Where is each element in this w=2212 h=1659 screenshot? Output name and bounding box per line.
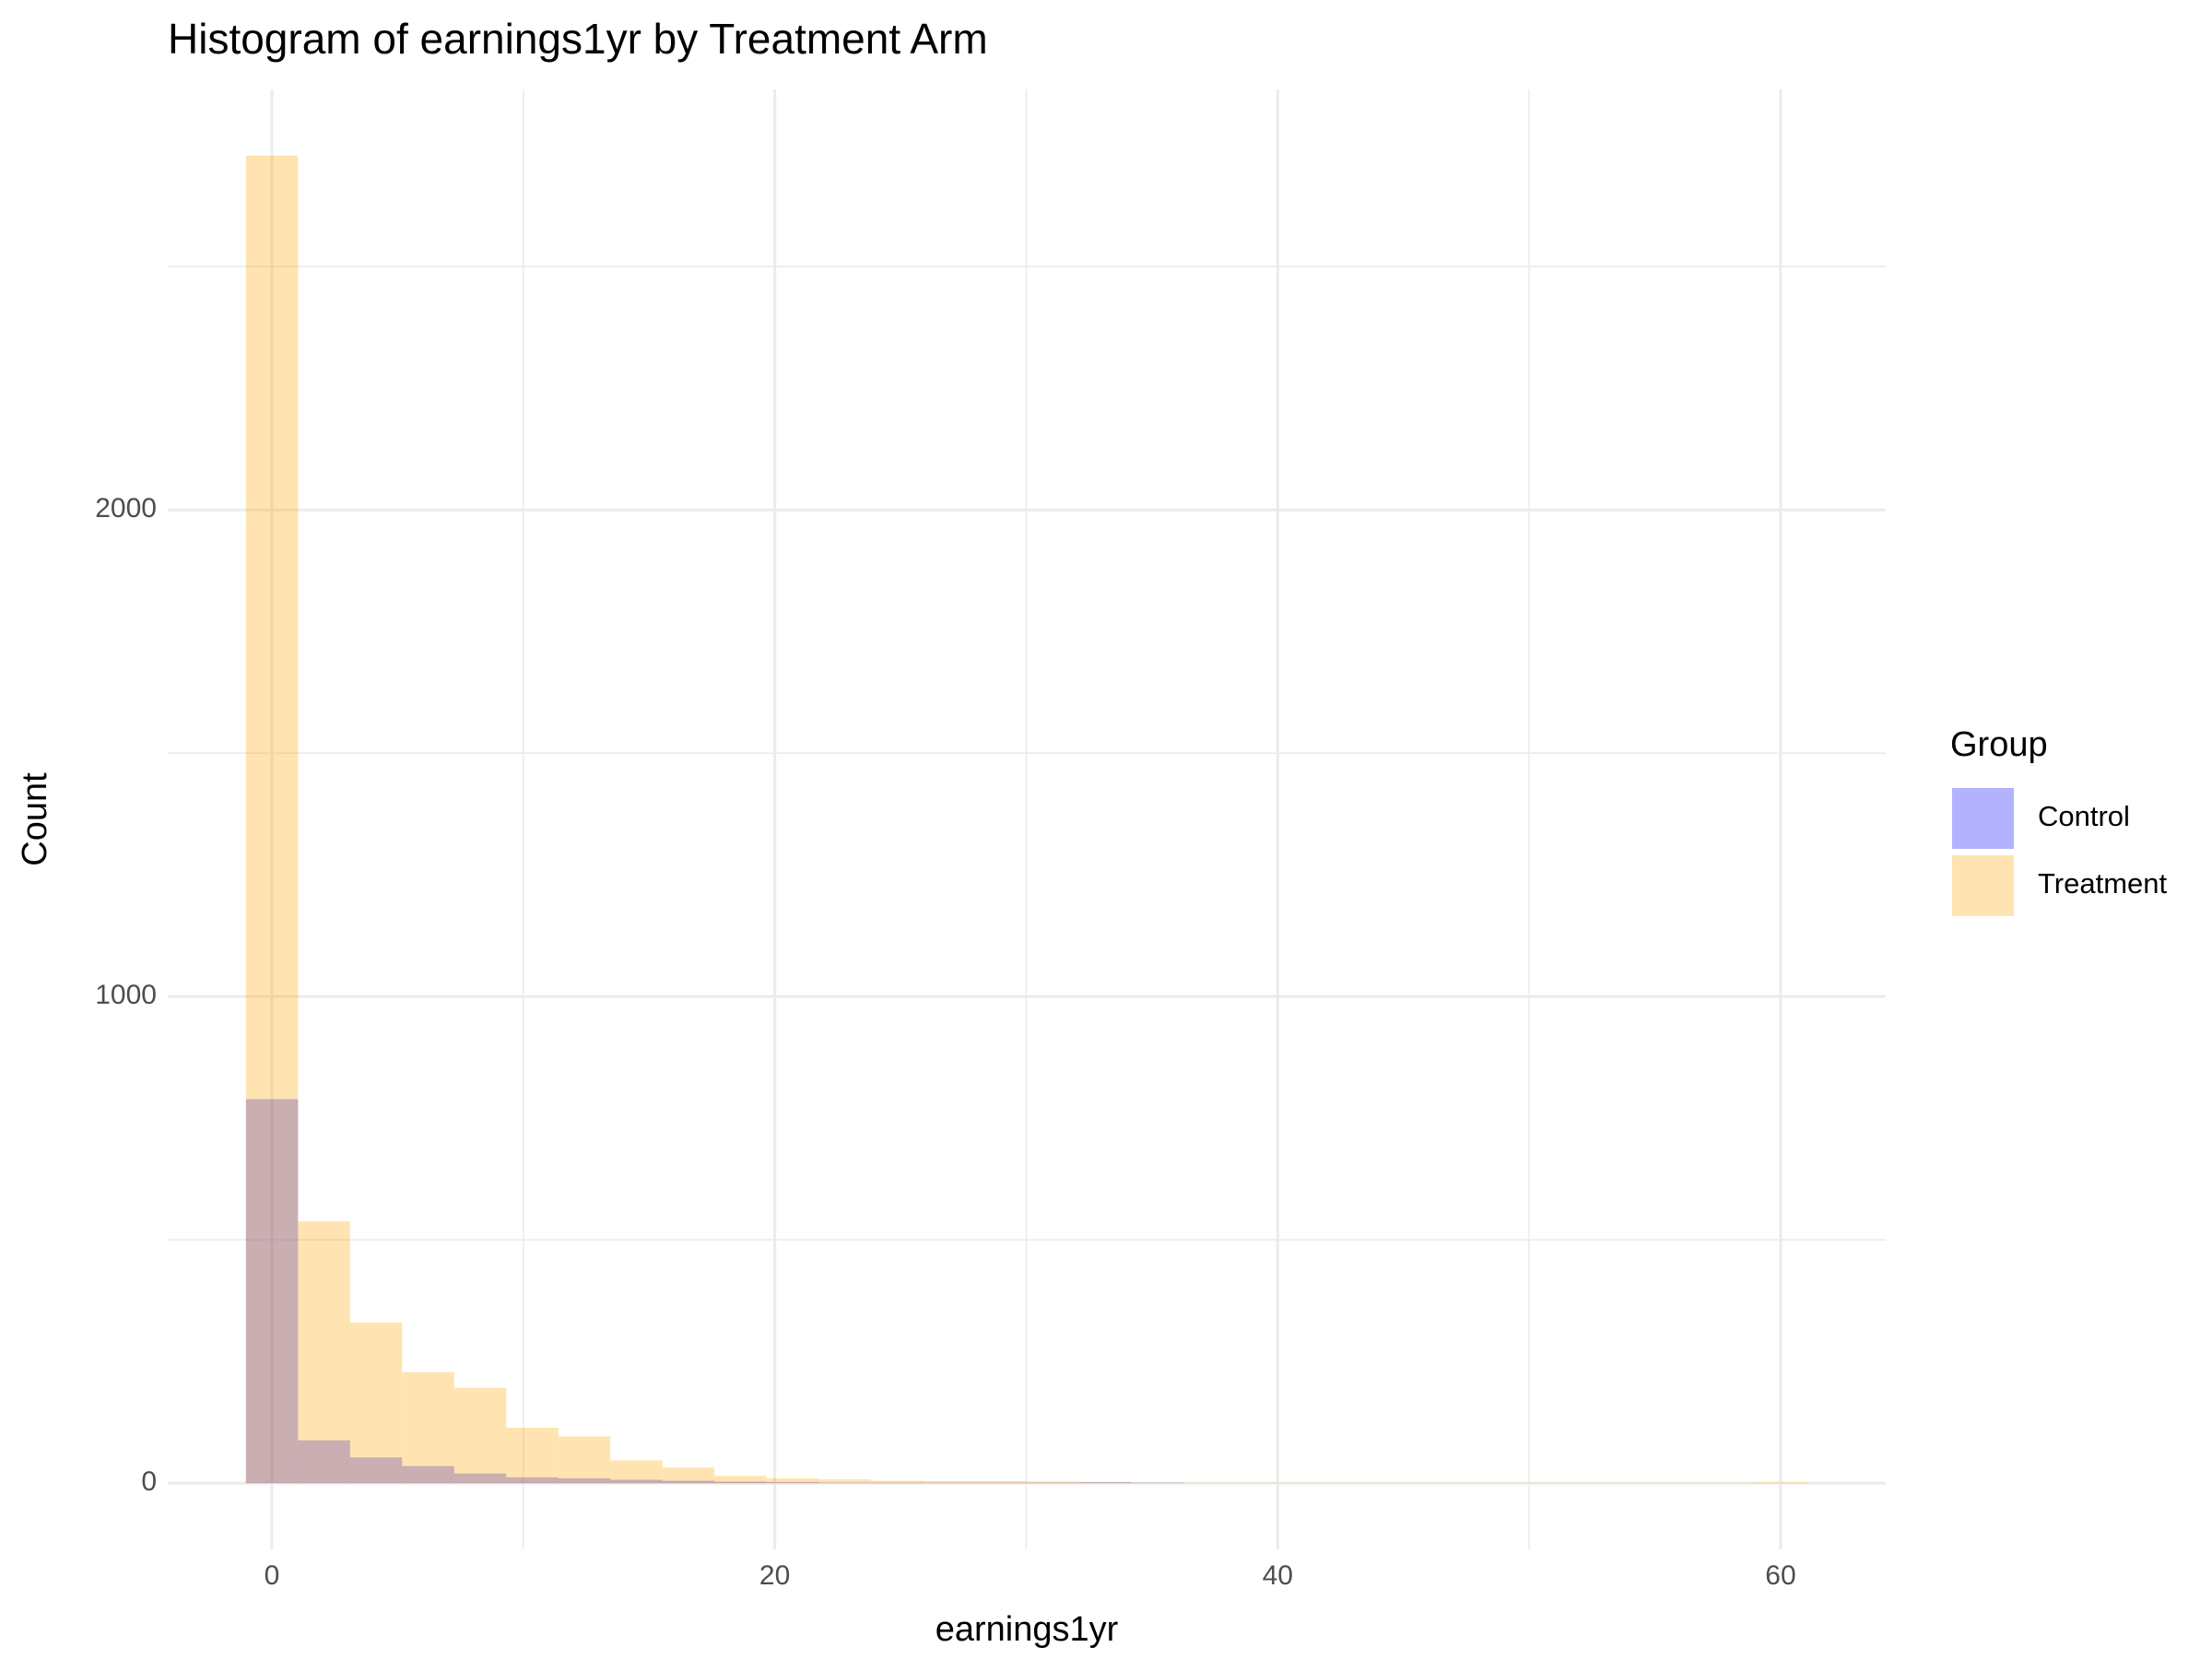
histogram-bar bbox=[1182, 1482, 1235, 1484]
y-tick-label: 2000 bbox=[95, 493, 157, 524]
legend-key bbox=[1952, 788, 2014, 849]
histogram-bar bbox=[1651, 1482, 1704, 1484]
histogram-bar bbox=[923, 1481, 975, 1484]
legend-label: Treatment bbox=[2038, 867, 2168, 900]
histogram-bar bbox=[714, 1481, 767, 1484]
histogram-bar bbox=[1027, 1482, 1079, 1484]
histogram-bar bbox=[766, 1477, 819, 1484]
histogram-bar bbox=[298, 1440, 350, 1484]
histogram-bar bbox=[558, 1477, 611, 1484]
histogram-bar bbox=[453, 1473, 507, 1484]
histogram-bar bbox=[974, 1482, 1027, 1484]
histogram-bar bbox=[870, 1480, 924, 1484]
histogram-bar bbox=[766, 1482, 819, 1484]
x-axis-title: earnings1yr bbox=[935, 1610, 1119, 1649]
grid bbox=[168, 89, 1886, 1549]
histogram-bar bbox=[1287, 1482, 1339, 1484]
histogram-bar bbox=[1703, 1482, 1756, 1484]
x-tick-label: 20 bbox=[759, 1560, 790, 1591]
histogram-bar bbox=[402, 1371, 454, 1484]
histogram-bar bbox=[1027, 1481, 1079, 1484]
histogram-bar bbox=[818, 1478, 871, 1484]
legend-label: Control bbox=[2038, 800, 2130, 832]
histogram-bar bbox=[662, 1480, 715, 1484]
y-tick-label: 0 bbox=[141, 1466, 157, 1497]
x-tick-label: 0 bbox=[265, 1560, 280, 1591]
histogram-bar bbox=[245, 155, 299, 1484]
histogram-bar bbox=[298, 1221, 350, 1484]
histogram-bar bbox=[402, 1465, 454, 1484]
y-axis-title: Count bbox=[16, 772, 54, 866]
histogram-bar bbox=[818, 1482, 871, 1484]
y-tick-label: 1000 bbox=[95, 980, 157, 1010]
histogram-bar bbox=[1130, 1482, 1183, 1484]
histogram-bar bbox=[1338, 1482, 1392, 1484]
histogram-bar bbox=[1442, 1482, 1496, 1484]
histogram-bar bbox=[453, 1387, 507, 1484]
bars bbox=[245, 155, 1808, 1484]
histogram-bar bbox=[923, 1482, 975, 1484]
histogram-bar bbox=[1130, 1482, 1183, 1484]
histogram-bar bbox=[558, 1436, 611, 1484]
histogram-bar bbox=[610, 1479, 663, 1484]
histogram-bar bbox=[870, 1482, 924, 1484]
histogram-bar bbox=[349, 1457, 403, 1484]
histogram-bar bbox=[974, 1481, 1027, 1484]
histogram-bar bbox=[1599, 1482, 1652, 1484]
histogram-bar bbox=[1755, 1482, 1808, 1484]
histogram-bar bbox=[1495, 1482, 1547, 1484]
histogram-bar bbox=[662, 1467, 715, 1484]
x-tick-label: 40 bbox=[1263, 1560, 1293, 1591]
histogram-bar bbox=[506, 1477, 559, 1484]
histogram-bar bbox=[1547, 1482, 1600, 1484]
legend-title: Group bbox=[1950, 725, 2048, 764]
histogram-bar bbox=[610, 1460, 663, 1484]
x-tick-label: 60 bbox=[1765, 1560, 1795, 1591]
histogram-bar bbox=[506, 1428, 559, 1484]
histogram-bar bbox=[1391, 1482, 1443, 1484]
legend-key bbox=[1952, 855, 2014, 916]
histogram-bar bbox=[1234, 1482, 1288, 1484]
histogram-bar bbox=[349, 1322, 403, 1484]
histogram-bar bbox=[245, 1099, 299, 1484]
histogram-bar bbox=[1078, 1482, 1131, 1484]
chart-title: Histogram of earnings1yr by Treatment Ar… bbox=[168, 15, 988, 63]
histogram-bar bbox=[1078, 1482, 1131, 1484]
histogram-bar bbox=[714, 1476, 767, 1484]
legend: Control Treatment bbox=[1952, 788, 2168, 916]
